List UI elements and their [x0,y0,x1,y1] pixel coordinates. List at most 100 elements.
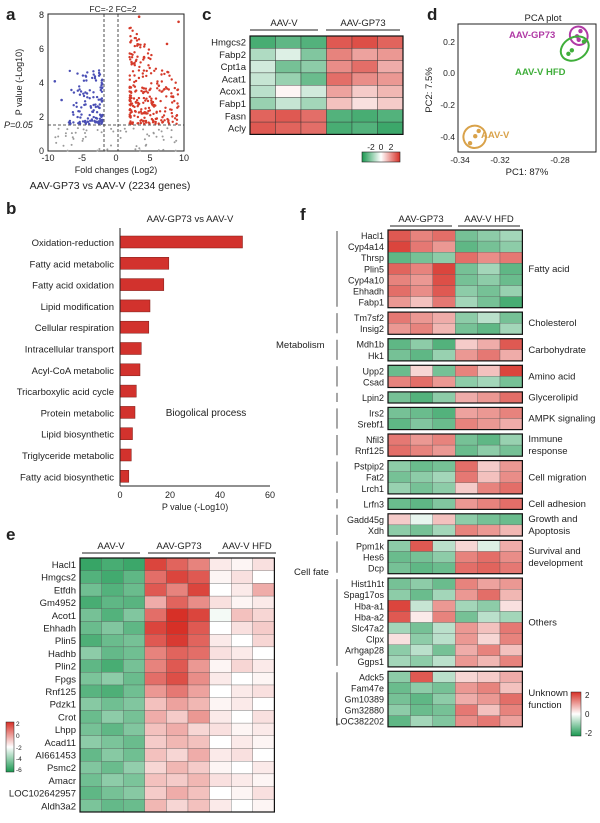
volcano-point-down [83,100,87,103]
heatmap-cell [410,622,433,634]
volcano-point-up [137,111,141,114]
heatmap-cell [432,655,456,668]
heatmap-cell [209,684,232,698]
volcano-point-up [165,95,168,98]
heatmap-cell [79,710,102,724]
heatmap-cell [123,799,145,813]
heatmap-cell [187,672,210,686]
heatmap-cell [477,655,501,668]
bar-category-label: Fatty acid oxidation [32,281,114,292]
heatmap-cell [166,761,189,775]
heatmap-cell [187,735,210,749]
volcano-point-up [166,70,169,74]
volcano-point-down [83,120,87,124]
heatmap-cell [187,761,210,775]
volcano-point-up [146,112,149,115]
heatmap-cell [432,498,456,510]
heatmap-cell [410,274,433,286]
pca-y-tick: -0.4 [440,132,455,142]
heatmap-cell [410,285,433,297]
heatmap-cell [432,407,456,419]
volcano-point-down [95,95,99,99]
volcano-point-up [153,103,156,107]
volcano-point-up [154,67,158,71]
volcano-point-down [88,122,91,126]
heatmap-row-label: Crot [58,712,76,723]
heatmap-cell [387,611,411,623]
volcano-point-up [128,74,131,77]
heatmap-cell [410,540,433,552]
volcano-point-ns [152,132,155,135]
heatmap-row-label: Cyp4a10 [348,275,384,285]
heatmap-cell [326,60,353,74]
heatmap-cell [499,704,523,716]
heatmap-cell [123,786,145,800]
volcano-point-down [91,76,94,80]
heatmap-cell [432,376,456,388]
volcano-point-up [147,56,150,60]
bar-category-label: Cellular respiration [35,323,114,334]
volcano-point-down [84,91,87,94]
heatmap-cell [499,444,523,457]
volcano-x-label: Fold changes (Log2) [75,165,158,175]
heatmap-cell [477,240,501,253]
volcano-point-down [69,122,72,126]
heatmap-cell [432,693,456,705]
volcano-point-up [136,43,139,46]
heatmap-cell [144,672,167,686]
volcano-point-up [170,111,173,115]
volcano-point-ns [82,128,85,131]
heatmap-cell [209,786,232,800]
heatmap-row-label: Hba-a1 [354,601,384,611]
heatmap-row-label: Acad11 [44,738,76,749]
volcano-point-down [93,77,97,80]
heatmap-cell [101,697,124,711]
heatmap-cell [101,646,124,660]
volcano-point-up [171,101,174,104]
heatmap-cell [387,444,411,457]
heatmap-cell [410,600,433,612]
heatmap-cell [209,722,232,736]
volcano-point-down [82,92,85,95]
heatmap-cell [410,460,433,472]
heatmap-cell [499,433,523,446]
volcano-point-up [144,99,147,102]
bar-category-label: Tricarboxylic acid cycle [17,387,114,398]
volcano-point-down [88,97,91,100]
heatmap-cell [499,240,523,253]
volcano-point-ns [174,149,177,152]
volcano-point-up [134,59,138,63]
volcano-point-up [161,116,164,119]
volcano-x-tick: -10 [41,153,54,163]
volcano-point-up [151,121,155,124]
heatmap-f-category-label: Cholesterol [528,318,576,329]
heatmap-cell [377,109,404,123]
volcano-point-ns [84,135,87,138]
heatmap-cell [300,84,327,98]
heatmap-cell [101,722,124,736]
heatmap-cell [377,72,404,86]
heatmap-cell [187,786,210,800]
heatmap-cell [101,659,124,673]
heatmap-cell [499,229,523,242]
pca-point [467,141,473,146]
heatmap-cell [187,608,210,622]
heatmap-cell [455,704,478,716]
volcano-point-up [160,80,163,83]
volcano-point-up [137,38,141,41]
heatmap-row-label: Fasn [225,111,246,122]
heatmap-cell [432,391,456,404]
heatmap-cell [499,482,523,495]
panel-f-letter: f [300,205,306,224]
heatmap-row-label: Nfil3 [366,435,384,445]
heatmap-cell [101,761,124,775]
volcano-point-up [164,86,168,89]
volcano-point-down [86,71,89,74]
heatmap-cell [275,60,302,74]
heatmap-cell [477,589,501,601]
heatmap-cell [79,634,102,648]
volcano-point-up [133,114,136,117]
heatmap-cell [477,704,501,716]
colorbar-tick: 2 [585,691,590,700]
volcano-point-up [129,35,132,38]
